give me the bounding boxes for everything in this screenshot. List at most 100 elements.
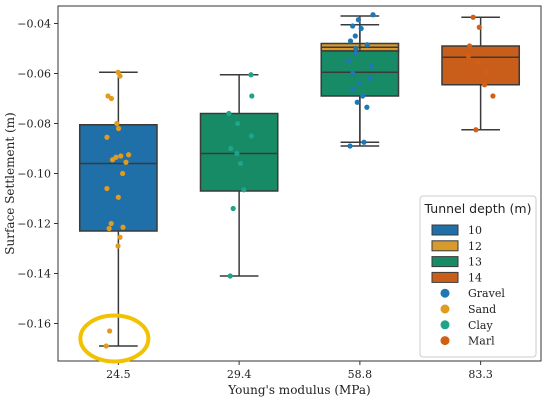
data-point-gravel (353, 45, 359, 52)
data-point-sand (118, 153, 124, 159)
x-axis-tick-labels: 24.5 29.4 58.8 83.3 (106, 361, 493, 381)
data-point-clay (248, 133, 255, 139)
legend-marker-gravel (440, 288, 450, 298)
box-body (320, 50, 400, 97)
y-tick-label: −0.06 (17, 68, 51, 81)
legend-swatch-depth-10 (431, 224, 459, 236)
highlight-ellipse (78, 313, 151, 364)
data-point-gravel (354, 99, 360, 105)
box-83.3-depth-14 (441, 16, 521, 131)
legend-label-gravel: Gravel (468, 287, 505, 300)
data-point-sand (109, 157, 116, 163)
legend: Tunnel depth (m) 10 12 13 14 Gravel Sand Clay M… (419, 195, 537, 358)
legend-swatch-depth-12 (431, 240, 459, 252)
data-point-sand (123, 159, 129, 165)
legend-marker-sand (440, 304, 450, 314)
data-point-marl (490, 93, 496, 99)
data-point-sand (106, 225, 112, 232)
legend-marker-marl (440, 336, 450, 346)
data-point-clay (237, 160, 244, 167)
data-point-marl (482, 69, 489, 75)
data-point-gravel (355, 17, 362, 23)
legend-frame (419, 195, 537, 358)
y-tick-label: −0.16 (17, 318, 51, 331)
box-body (441, 45, 521, 86)
data-point-clay (230, 205, 236, 212)
x-tick-label: 24.5 (106, 368, 131, 381)
data-point-clay (241, 187, 247, 193)
data-point-clay (228, 145, 234, 152)
box-24.5-depth-10 (78, 71, 158, 347)
y-axis-tick-labels: −0.04 −0.06 −0.08 −0.10 −0.12 −0.14 −0.16 (17, 18, 58, 331)
data-point-sand (115, 194, 121, 200)
x-tick-label: 58.8 (348, 368, 373, 381)
data-point-clay (248, 72, 254, 78)
data-point-clay (235, 120, 241, 127)
legend-marker-clay (440, 320, 450, 330)
y-tick-label: −0.12 (17, 218, 51, 231)
data-point-gravel (350, 23, 356, 29)
y-tick-label: −0.04 (17, 18, 51, 31)
data-point-marl (470, 14, 476, 20)
points-layer (103, 12, 496, 349)
y-axis-label: Surface Settlement (m) (3, 112, 17, 254)
data-point-clay (227, 273, 233, 279)
data-point-sand (108, 95, 115, 102)
data-point-marl (473, 127, 479, 133)
legend-label-depth-12: 12 (468, 240, 482, 253)
data-point-sand (114, 120, 120, 127)
x-axis-label: Young's modulus (MPa) (227, 383, 370, 397)
box-body (78, 124, 158, 232)
data-point-sand (117, 73, 123, 79)
boxes-layer (78, 15, 521, 347)
legend-label-marl: Marl (468, 335, 495, 348)
x-tick-label: 29.4 (227, 368, 252, 381)
legend-label-depth-13: 13 (468, 256, 482, 269)
data-point-sand (104, 134, 110, 140)
data-point-sand (104, 185, 110, 192)
data-point-gravel (356, 80, 362, 87)
data-point-marl (476, 24, 482, 30)
data-point-gravel (347, 143, 353, 149)
data-point-marl (465, 53, 471, 59)
data-point-sand (120, 170, 126, 177)
data-point-sand (107, 328, 113, 334)
data-point-gravel (367, 75, 373, 82)
data-point-gravel (350, 70, 356, 77)
data-point-gravel (364, 104, 370, 110)
data-point-gravel (353, 50, 359, 57)
data-point-gravel (368, 63, 375, 69)
legend-label-clay: Clay (468, 319, 493, 332)
y-tick-label: −0.14 (17, 268, 51, 281)
data-point-gravel (352, 33, 358, 39)
legend-label-depth-14: 14 (468, 271, 482, 284)
data-point-sand (126, 152, 132, 158)
data-point-sand (103, 343, 109, 349)
data-point-clay (226, 110, 232, 117)
legend-swatch-depth-13 (431, 256, 459, 268)
data-point-marl (466, 43, 473, 49)
data-point-gravel (370, 12, 376, 18)
data-point-clay (249, 93, 255, 99)
data-point-clay (234, 150, 240, 157)
data-point-sand (120, 224, 126, 230)
legend-label-sand: Sand (468, 303, 496, 316)
legend-items: 10 12 13 14 Gravel Sand Clay Marl (431, 224, 505, 348)
legend-swatch-depth-14 (431, 271, 459, 283)
data-point-gravel (361, 139, 367, 145)
data-point-sand (115, 243, 121, 249)
data-point-marl (475, 59, 481, 65)
data-point-gravel (345, 58, 352, 64)
data-point-gravel (364, 42, 370, 48)
data-point-sand (108, 220, 114, 227)
data-point-marl (481, 82, 488, 88)
legend-title: Tunnel depth (m) (424, 201, 532, 216)
x-tick-label: 83.3 (468, 368, 493, 381)
annotation-layer (78, 313, 151, 364)
plot-frame (57, 5, 542, 362)
data-point-gravel (358, 25, 364, 32)
data-point-gravel (360, 93, 366, 99)
data-point-sand (117, 234, 123, 240)
legend-label-depth-10: 10 (468, 224, 482, 237)
